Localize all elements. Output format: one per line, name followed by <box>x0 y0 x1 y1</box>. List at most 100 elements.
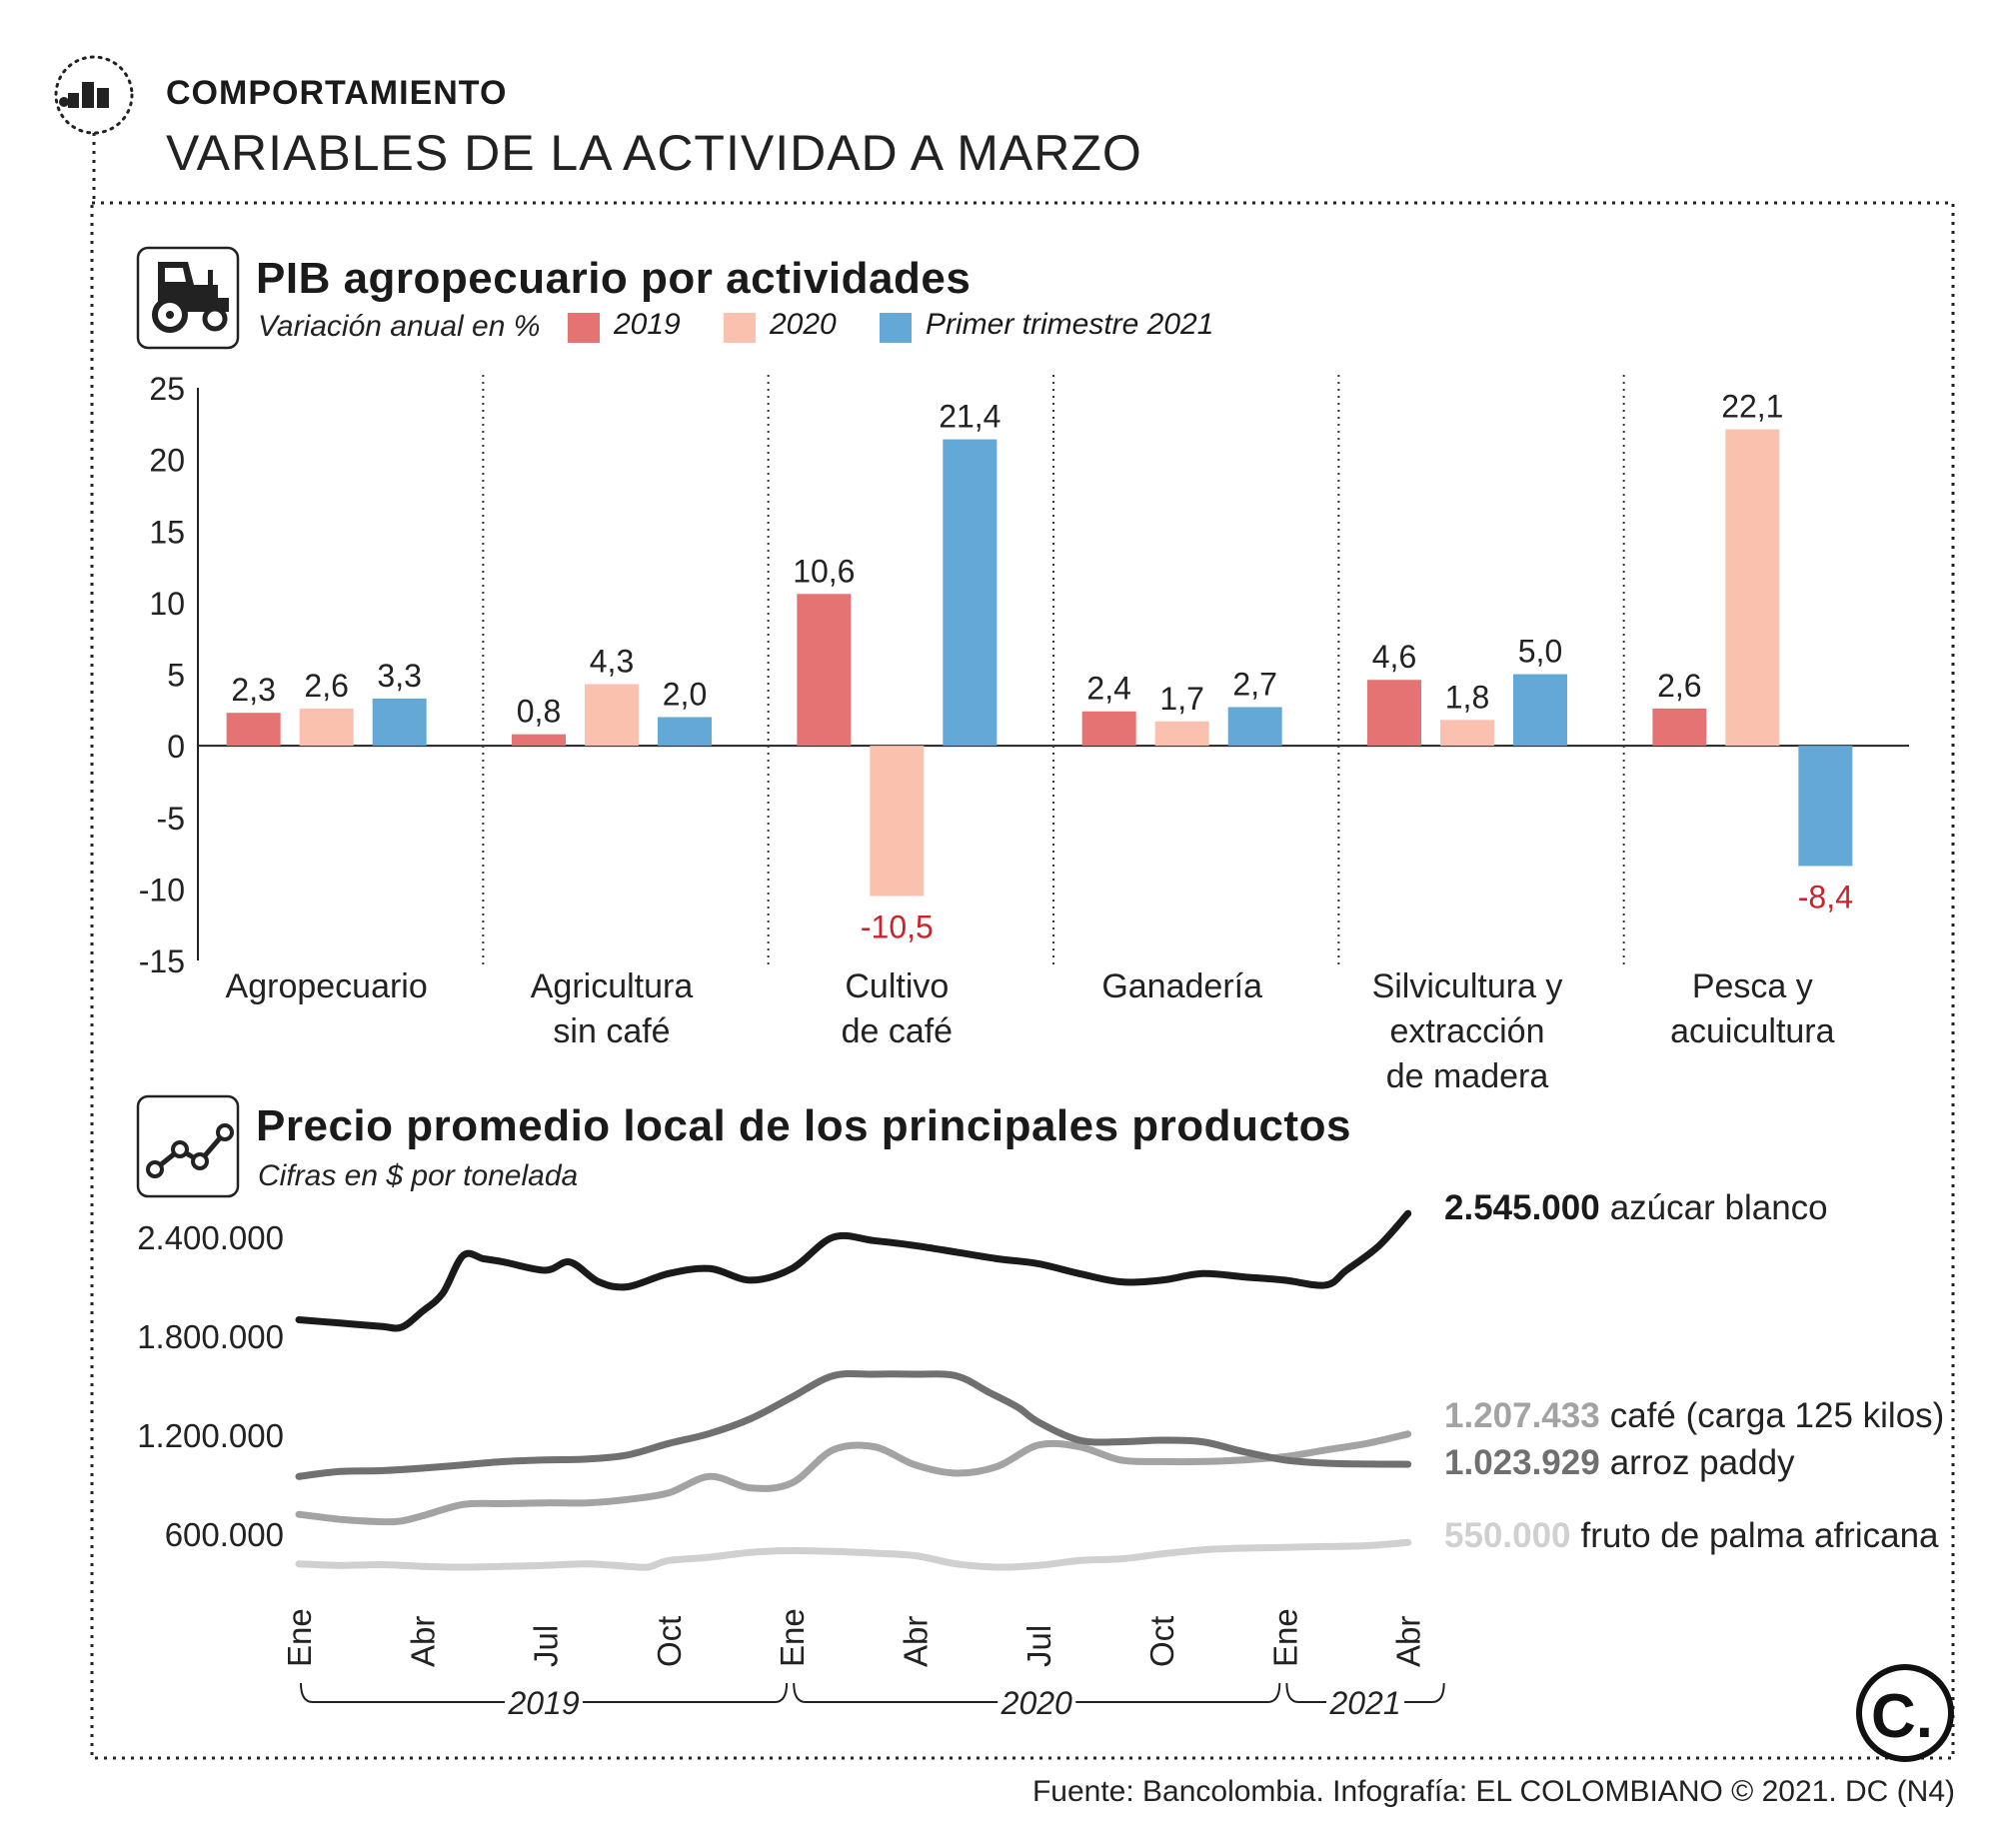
line-arroz <box>295 1369 1412 1480</box>
category-label: Agropecuario <box>226 967 428 1005</box>
bar-chart-title: PIB agropecuario por actividades <box>256 254 972 303</box>
year-bracket <box>1285 1682 1327 1703</box>
content-frame <box>90 201 1955 1760</box>
bar-primer-trimestre-2021 <box>372 698 427 747</box>
year-label: 2021 <box>1328 1685 1400 1721</box>
line-y-tick-label: 2.400.000 <box>137 1219 284 1256</box>
year-bracket <box>793 1682 999 1703</box>
line-chart-icon <box>136 1094 240 1198</box>
bar-primer-trimestre-2021 <box>1227 707 1282 747</box>
bar-primer-trimestre-2021 <box>943 439 998 747</box>
bar-value-label: 2,0 <box>663 676 707 712</box>
legend-label-2019: 2019 <box>614 308 681 341</box>
bar-value-label: -10,5 <box>861 910 934 945</box>
bar-2019 <box>1081 711 1136 747</box>
category-label: Ganadería <box>1101 967 1262 1005</box>
bar-value-label: 1,8 <box>1445 679 1489 715</box>
bar-primer-trimestre-2021 <box>658 717 712 747</box>
bar-value-label: 4,3 <box>590 644 634 680</box>
line-x-tick-label: Jul <box>1020 1625 1057 1667</box>
kicker: COMPORTAMIENTO <box>166 74 508 112</box>
line-end-name: fruto de palma africana <box>1581 1516 1940 1555</box>
year-label: 2020 <box>1000 1685 1072 1721</box>
line-end-label: 1.023.929 arroz paddy <box>1444 1443 1795 1482</box>
bar-value-label: 5,0 <box>1518 634 1562 670</box>
year-label: 2019 <box>507 1685 579 1721</box>
bar-2020 <box>1440 720 1494 747</box>
bar-2019 <box>226 713 281 747</box>
category-label: de café <box>842 1012 954 1050</box>
bar-2020 <box>870 746 925 897</box>
bar-value-label: 22,1 <box>1721 389 1783 425</box>
el-colombiano-logo: C. <box>1856 1664 1954 1762</box>
bar-primer-trimestre-2021 <box>1798 746 1853 867</box>
bar-value-label: 2,6 <box>304 668 348 704</box>
bar-primer-trimestre-2021 <box>1513 674 1567 747</box>
bar-2020 <box>585 684 639 747</box>
bar-value-label: 21,4 <box>939 399 1000 435</box>
bar-value-label: 3,3 <box>377 658 421 694</box>
year-bracket <box>1404 1682 1445 1703</box>
line-y-tick-label: 1.800.000 <box>137 1318 284 1355</box>
bar-value-label: 0,8 <box>517 694 561 730</box>
legend-swatch-2020 <box>724 313 756 343</box>
line-y-tick-label: 1.200.000 <box>137 1417 284 1454</box>
category-label: Agricultura <box>531 967 694 1005</box>
category-label: Silvicultura y <box>1372 967 1563 1005</box>
line-end-name: azúcar blanco <box>1610 1188 1828 1227</box>
tractor-icon <box>136 246 240 350</box>
bar-y-tick-label: 0 <box>167 729 185 765</box>
category-label: sin café <box>553 1012 670 1050</box>
bar-value-label: -8,4 <box>1798 879 1853 915</box>
bar-y-tick-label: 25 <box>149 371 185 407</box>
line-chart-subtitle: Cifras en $ por tonelada <box>258 1159 579 1192</box>
bar-value-label: 2,4 <box>1086 671 1130 707</box>
line-y-tick-label: 600.000 <box>165 1516 284 1553</box>
line-azucar <box>295 1209 1412 1332</box>
bar-y-tick-label: 10 <box>149 586 185 622</box>
bar-2019 <box>797 594 852 747</box>
legend-swatch-2019 <box>568 313 600 343</box>
source-credit: Fuente: Bancolombia. Infografía: EL COLO… <box>1031 1775 1955 1808</box>
bar-y-tick-label: -5 <box>157 801 185 837</box>
year-bracket <box>583 1682 789 1703</box>
line-chart: 2.400.000 1.800.000 1.200.000 600.000 2.545.… <box>137 1188 1944 1721</box>
bar-2020 <box>1725 429 1780 747</box>
bar-2019 <box>1652 708 1707 747</box>
legend-label-2020: 2020 <box>770 308 837 341</box>
bar-value-label: 1,7 <box>1159 681 1203 717</box>
line-x-tick-label: Oct <box>651 1616 688 1667</box>
category-label: Cultivo <box>845 967 949 1005</box>
bar-2020 <box>1154 721 1209 747</box>
bar-2019 <box>512 734 566 747</box>
bar-y-tick-label: 5 <box>167 658 185 694</box>
page-title: VARIABLES DE LA ACTIVIDAD A MARZO <box>166 125 1142 181</box>
line-end-name: café (carga 125 kilos) <box>1610 1396 1945 1435</box>
bar-value-label: 10,6 <box>793 553 855 589</box>
category-label: Pesca y <box>1692 967 1813 1005</box>
line-x-tick-label: Ene <box>1266 1608 1303 1667</box>
category-label: extracción <box>1390 1012 1545 1050</box>
line-end-label: 1.207.433 café (carga 125 kilos) <box>1444 1396 1944 1435</box>
line-x-tick-label: Abr <box>898 1616 935 1667</box>
line-x-tick-label: Ene <box>281 1608 318 1667</box>
bar-value-label: 2,6 <box>1657 668 1701 704</box>
line-end-label: 550.000 fruto de palma africana <box>1444 1516 1939 1555</box>
line-palma <box>295 1538 1412 1571</box>
line-x-tick-label: Abr <box>1390 1616 1427 1667</box>
logo-letter: C. <box>1871 1682 1933 1751</box>
category-label: acuicultura <box>1670 1012 1835 1050</box>
bar-2020 <box>299 708 354 747</box>
line-end-value: 2.545.000 <box>1444 1188 1600 1227</box>
line-end-label: 2.545.000 azúcar blanco <box>1444 1188 1828 1227</box>
line-end-value: 550.000 <box>1444 1516 1571 1555</box>
bar-y-tick-label: 15 <box>149 514 185 550</box>
bar-y-tick-label: 20 <box>149 443 185 479</box>
line-x-tick-label: Oct <box>1143 1616 1180 1667</box>
bar-2019 <box>1367 680 1421 747</box>
bar-chart-icon <box>54 55 134 135</box>
bar-chart: 25 20 15 10 5 0 -5 -10 -15 2,3 2,6 3,3 Agropecuario 0… <box>139 371 1909 1095</box>
line-chart-title: Precio promedio local de los principales… <box>256 1101 1351 1150</box>
line-x-tick-label: Abr <box>404 1616 441 1667</box>
